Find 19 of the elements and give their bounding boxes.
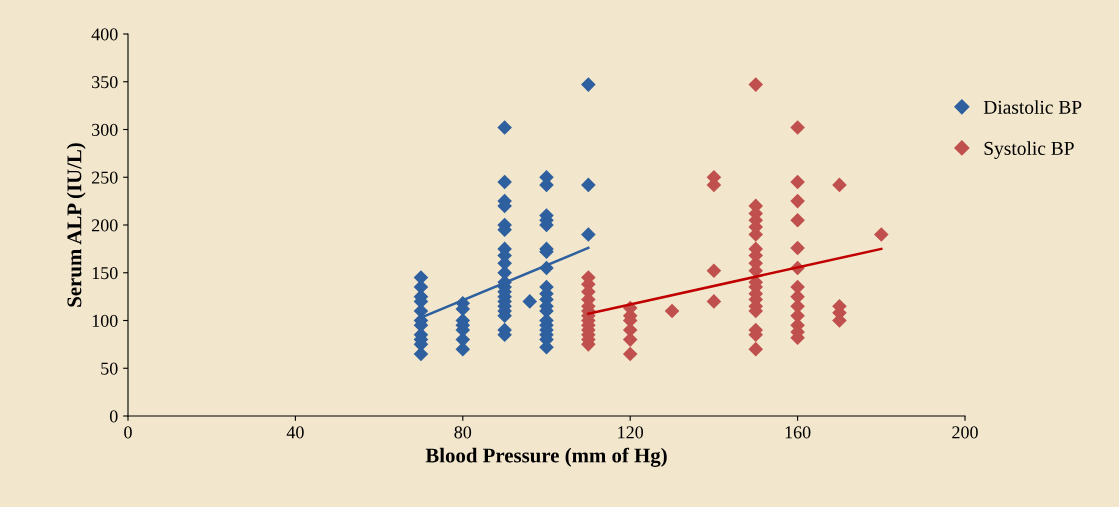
y-tick-label: 250 — [91, 171, 118, 184]
x-tick-label: 120 — [618, 426, 644, 439]
x-tick-label: 80 — [454, 426, 472, 439]
x-tick-label: 160 — [785, 426, 811, 439]
y-tick-label: 100 — [92, 314, 118, 327]
x-tick-label: 40 — [286, 426, 304, 439]
x-axis-title: Blood Pressure (mm of Hg) — [425, 447, 667, 467]
y-tick-label: 400 — [91, 28, 118, 41]
y-tick-label: 150 — [92, 267, 118, 280]
y-tick-label: 0 — [109, 410, 118, 423]
y-tick-label: 350 — [92, 76, 118, 89]
y-tick-label: 50 — [101, 362, 118, 375]
legend-label: Diastolic BP — [983, 100, 1082, 114]
x-tick-label: 200 — [952, 426, 978, 439]
legend-label: Systolic BP — [984, 141, 1074, 159]
y-tick-label: 300 — [92, 123, 118, 136]
y-tick-label: 200 — [91, 219, 118, 232]
x-tick-label: 0 — [124, 426, 132, 439]
y-axis-title: Serum ALP (IU/L) — [66, 143, 86, 307]
